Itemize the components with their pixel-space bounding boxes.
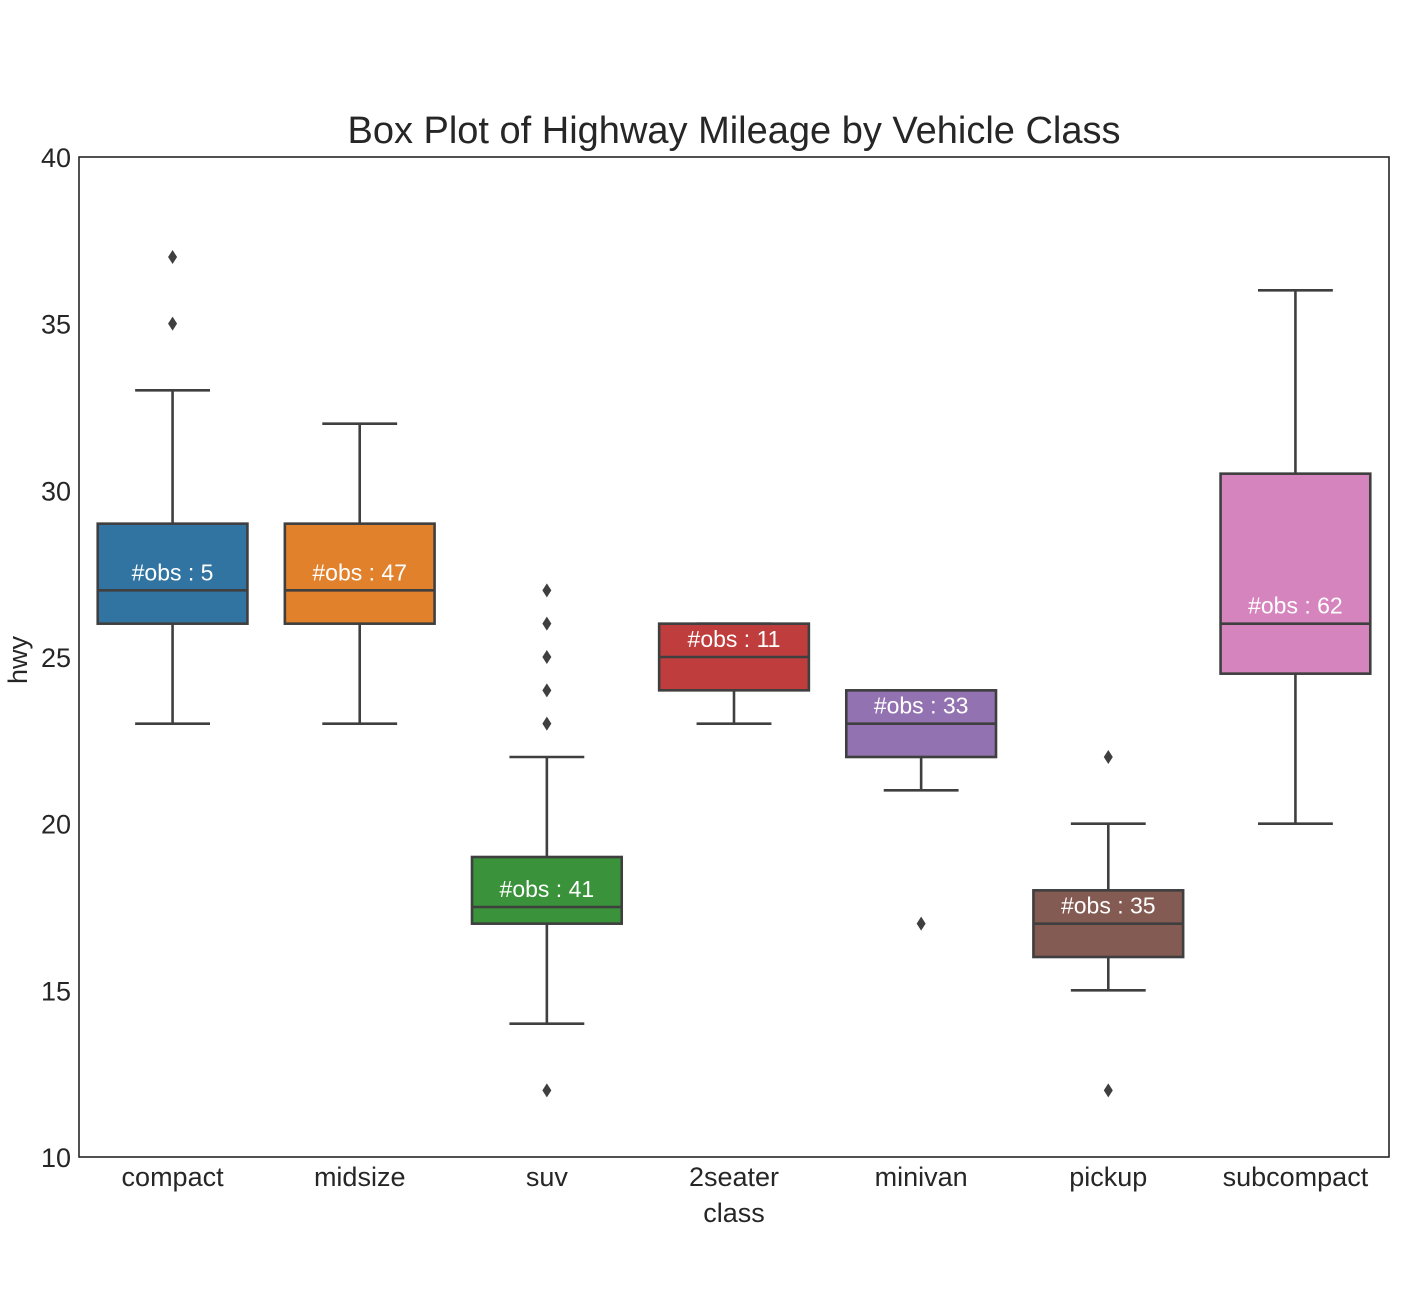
obs-label: #obs : 11: [688, 626, 781, 652]
plot-frame: [78, 156, 1390, 1158]
x-tick-label: midsize: [314, 1162, 406, 1192]
obs-label: #obs : 62: [1248, 593, 1343, 619]
obs-label: #obs : 5: [132, 559, 214, 585]
outlier-point: [542, 583, 552, 598]
box-group-subcompact: #obs : 62: [1219, 289, 1372, 825]
chart-title: Box Plot of Highway Mileage by Vehicle C…: [347, 110, 1120, 152]
outlier-point: [542, 1083, 552, 1098]
box-group-midsize: #obs : 47: [283, 422, 436, 725]
y-tick-label: 40: [41, 143, 71, 173]
y-tick-label: 25: [41, 643, 71, 673]
outlier-point: [1103, 750, 1113, 764]
y-tick-label: 35: [41, 310, 71, 340]
y-axis-label: hwy: [3, 635, 33, 684]
outlier-point: [542, 716, 552, 731]
outlier-point: [542, 683, 552, 698]
y-tick-label: 20: [41, 810, 71, 840]
box-midsize: [283, 522, 436, 625]
x-tick-label: subcompact: [1223, 1162, 1369, 1192]
x-tick-label: 2seater: [689, 1162, 779, 1192]
y-tick-label: 10: [41, 1143, 71, 1173]
box-group-suv: #obs : 41: [470, 583, 624, 1098]
obs-label: #obs : 35: [1061, 893, 1156, 919]
obs-label: #obs : 33: [874, 693, 969, 719]
plot-area: #obs : 5 #obs : 47 #obs : 41 #obs : 11 #obs …: [96, 250, 1372, 1098]
y-axis-ticks: 10 15 20 25 30 35 40: [41, 143, 71, 1173]
x-axis-ticks: compact midsize suv 2seater minivan pickup sub…: [122, 1162, 1369, 1192]
obs-label: #obs : 47: [312, 559, 407, 585]
box-group-compact: #obs : 5: [96, 250, 249, 725]
x-tick-label: suv: [526, 1162, 569, 1192]
y-tick-label: 15: [41, 976, 71, 1006]
box-subcompact: [1219, 472, 1372, 675]
outlier-point: [542, 650, 552, 664]
x-tick-label: compact: [122, 1162, 225, 1192]
x-tick-label: minivan: [875, 1162, 968, 1192]
x-tick-label: pickup: [1069, 1162, 1147, 1192]
outlier-point: [168, 250, 178, 264]
outlier-point: [542, 616, 552, 631]
obs-label: #obs : 41: [500, 876, 595, 902]
outlier-point: [1103, 1083, 1113, 1098]
box-group-minivan: #obs : 33: [844, 689, 998, 931]
x-axis-label: class: [703, 1198, 765, 1228]
outlier-point: [168, 316, 178, 331]
outlier-point: [916, 916, 926, 931]
y-tick-label: 30: [41, 476, 71, 506]
box-compact: [96, 522, 249, 625]
box-suv: [470, 855, 624, 925]
box-group-2seater: #obs : 11: [657, 622, 811, 725]
box-group-pickup: #obs : 35: [1032, 750, 1185, 1098]
